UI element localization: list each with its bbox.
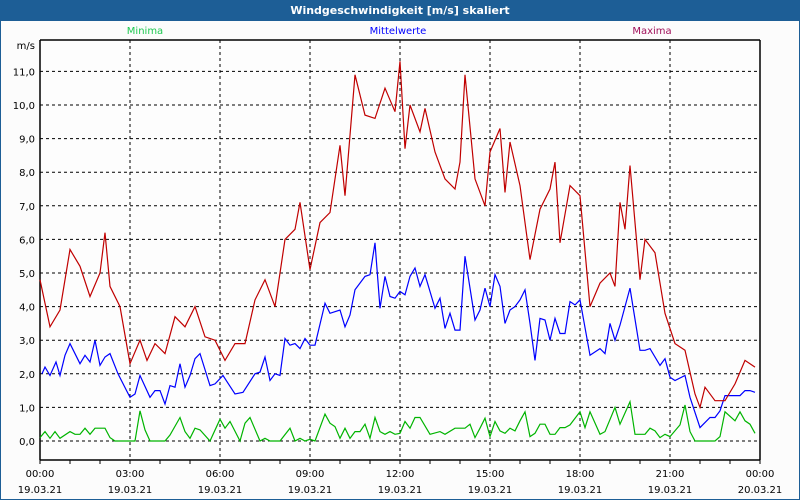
x-tick-time: 06:00	[206, 469, 235, 480]
series-line-maxima	[39, 61, 756, 410]
y-tick-label: 10,0	[13, 101, 35, 112]
x-tick-time: 00:00	[26, 469, 55, 480]
legend-minima: Minima	[127, 26, 163, 37]
x-tick-date: 19.03.21	[198, 485, 243, 496]
legend-maxima: Maxima	[632, 26, 671, 37]
y-axis-unit: m/s	[17, 41, 35, 52]
y-tick-label: 1,0	[19, 403, 35, 414]
y-tick-label: 3,0	[19, 336, 35, 347]
axis-labels: 0,0 1,0 2,0 3,0 4,0 5,0 6,0 7,0 8,0 9,0 10,0 11,0 m/…	[13, 41, 783, 496]
x-tick-date: 19.03.21	[18, 485, 63, 496]
x-tick-time: 18:00	[566, 469, 595, 480]
x-tick-time: 00:00	[746, 469, 775, 480]
x-tick-date: 19.03.21	[288, 485, 333, 496]
x-tick-date: 19.03.21	[468, 485, 513, 496]
y-tick-label: 7,0	[19, 202, 35, 213]
axes	[39, 39, 761, 464]
y-tick-label: 2,0	[19, 370, 35, 381]
legend: Minima Mittelwerte Maxima	[127, 26, 672, 37]
y-tick-label: 11,0	[13, 67, 35, 78]
series-line-mittelwerte	[41, 242, 756, 429]
series-lines	[39, 61, 756, 443]
window-title: Windgeschwindigkeit [m/s] skaliert	[1, 1, 799, 21]
x-tick-date: 19.03.21	[108, 485, 153, 496]
x-tick-time: 21:00	[656, 469, 685, 480]
x-tick-date: 19.03.21	[558, 485, 603, 496]
y-tick-label: 0,0	[19, 437, 35, 448]
x-tick-time: 09:00	[296, 469, 325, 480]
x-tick-time: 03:00	[116, 469, 145, 480]
x-tick-time: 12:00	[386, 469, 415, 480]
y-tick-label: 6,0	[19, 235, 35, 246]
y-tick-label: 9,0	[19, 135, 35, 146]
series-line-minima	[39, 399, 756, 443]
y-tick-label: 4,0	[19, 303, 35, 314]
x-tick-date: 20.03.21	[738, 485, 783, 496]
x-tick-date: 19.03.21	[378, 485, 423, 496]
y-tick-label: 5,0	[19, 269, 35, 280]
y-tick-label: 8,0	[19, 168, 35, 179]
x-tick-date: 19.03.21	[648, 485, 693, 496]
legend-mittelwerte: Mittelwerte	[370, 26, 427, 37]
grid	[40, 40, 760, 460]
x-tick-time: 15:00	[476, 469, 505, 480]
